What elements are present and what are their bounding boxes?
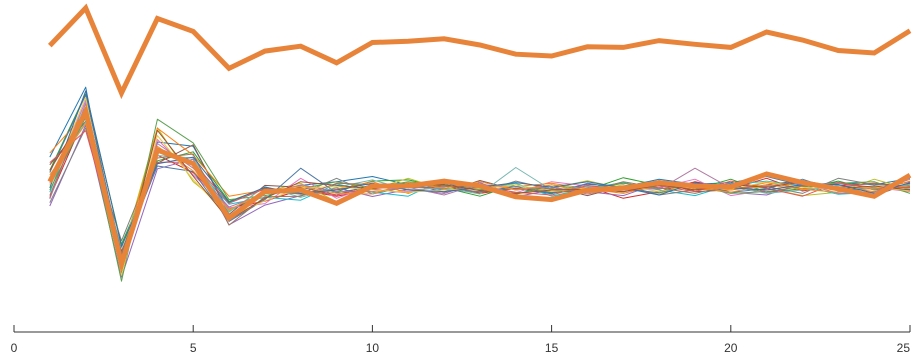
x-tick-label-15: 15 [545,341,559,355]
highlight-series-line-2 [47,104,912,274]
series-line-18 [49,123,911,265]
series-line-13 [49,121,911,249]
highlight-series-line-1 [47,3,912,100]
series-line-17 [49,107,911,254]
x-tick-label-10: 10 [366,341,380,355]
highlight-series-group [47,3,912,274]
series-line-16 [49,97,911,276]
x-tick-label-5: 5 [190,341,197,355]
x-tick-label-20: 20 [724,341,738,355]
x-tick-label-0: 0 [11,341,18,355]
x-tick-label-25: 25 [897,341,911,355]
series-line-4 [49,124,911,278]
x-axis: 0 5 10 15 20 25 [11,325,911,355]
series-line-19 [49,90,911,247]
series-line-20 [49,111,911,270]
series-line-12 [49,116,911,282]
